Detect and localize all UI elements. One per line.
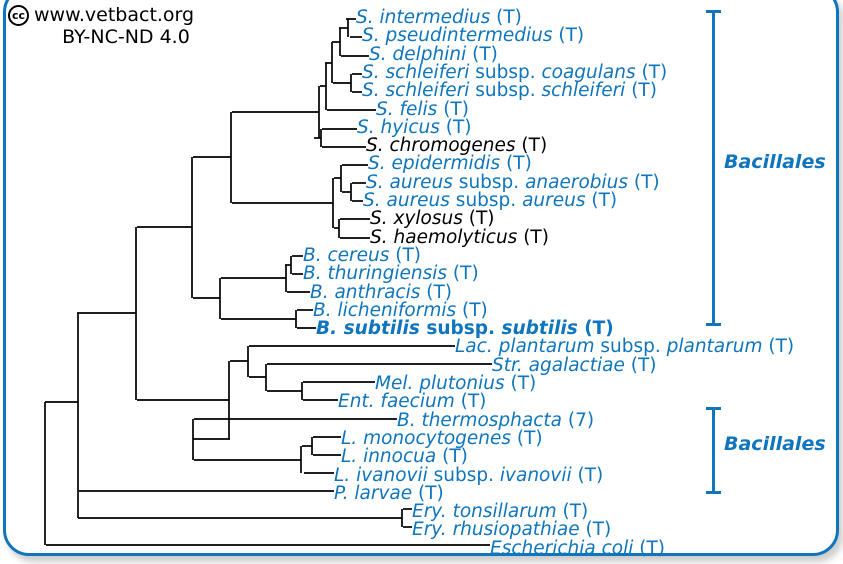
creative-commons-icon: cc xyxy=(8,4,29,26)
taxon-label-b-anthracis: B. anthracis (T) xyxy=(310,281,453,303)
taxon-label-s-pseudintermedius: S. pseudintermedius (T) xyxy=(362,25,585,47)
bracket-bottom-cap xyxy=(706,323,721,326)
taxon-label-s-aureus-anaerobius: S. aureus subsp. anaerobius (T) xyxy=(366,171,660,193)
license-credit: cc www.vetbact.org BY-NC-ND 4.0 xyxy=(8,4,238,48)
clade-label-bacillales-lower: Bacillales xyxy=(724,433,826,455)
taxon-label-b-subtilis-subtilis: B. subtilis subsp. subtilis (T) xyxy=(316,318,614,340)
taxon-label-str-agalactiae: Str. agalactiae (T) xyxy=(492,354,657,376)
taxon-label-s-intermedius: S. intermedius (T) xyxy=(356,7,522,28)
taxon-label-p-larvae: P. larvae (T) xyxy=(334,482,444,504)
clade-bracket-bacillales-lower xyxy=(706,407,722,494)
figure-border xyxy=(3,0,839,556)
taxon-label-ery-tonsillarum: Ery. tonsillarum (T) xyxy=(412,501,589,523)
taxon-label-b-thermosphacta: B. thermosphacta (7) xyxy=(397,409,595,431)
taxon-label-mel-plutonius: Mel. plutonius (T) xyxy=(375,373,537,394)
taxon-label-s-haemolyticus: S. haemolyticus (T) xyxy=(370,226,549,248)
taxon-label-b-cereus: B. cereus (T) xyxy=(303,244,421,266)
taxon-label-s-chromogenes: S. chromogenes (T) xyxy=(366,135,548,157)
taxon-label-b-thuringiensis: B. thuringiensis (T) xyxy=(303,263,479,285)
taxon-label-s-felis: S. felis (T) xyxy=(376,98,469,120)
taxon-label-s-hyicus: S. hyicus (T) xyxy=(357,116,472,138)
taxon-label-l-ivanovii: L. ivanovii subsp. ivanovii (T) xyxy=(334,464,604,486)
taxon-label-b-licheniformis: B. licheniformis (T) xyxy=(313,299,488,321)
taxon-label-s-schleiferi-schleiferi: S. schleiferi subsp. schleiferi (T) xyxy=(362,80,657,102)
taxon-label-s-epidermidis: S. epidermidis (T) xyxy=(368,153,532,175)
taxon-label-s-xylosus: S. xylosus (T) xyxy=(370,208,495,230)
taxon-label-s-delphini: S. delphini (T) xyxy=(369,43,498,65)
taxon-label-s-schleiferi-coagulans: S. schleiferi subsp. coagulans (T) xyxy=(362,61,668,83)
license-terms: BY-NC-ND 4.0 xyxy=(62,26,190,48)
taxon-label-s-aureus-aureus: S. aureus subsp. aureus (T) xyxy=(363,190,618,211)
taxon-label-l-innocua: L. innocua (T) xyxy=(341,446,468,468)
website-url: www.vetbact.org xyxy=(34,4,195,26)
bracket-stem xyxy=(712,10,715,326)
clade-label-bacillales-upper: Bacillales xyxy=(724,151,826,173)
taxon-label-ery-rhusiopathiae: Ery. rhusiopathiae (T) xyxy=(412,519,612,541)
clade-bracket-bacillales-upper xyxy=(706,10,722,326)
bracket-stem xyxy=(712,407,715,494)
taxon-label-escherichia-coli: Escherichia coli (T) xyxy=(490,537,665,559)
taxon-label-l-monocytogenes: L. monocytogenes (T) xyxy=(341,427,543,449)
taxon-label-ent-faecium: Ent. faecium (T) xyxy=(338,391,487,413)
taxon-label-lac-plantarum: Lac. plantarum subsp. plantarum (T) xyxy=(455,336,795,358)
bracket-bottom-cap xyxy=(706,491,721,494)
